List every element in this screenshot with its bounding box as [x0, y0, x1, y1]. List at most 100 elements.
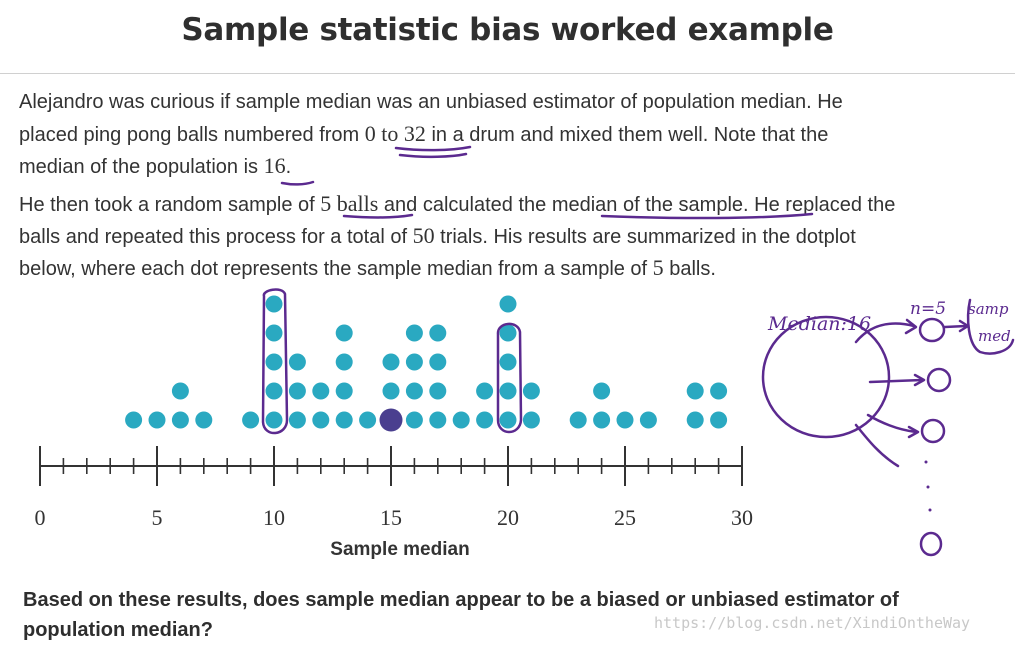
question-line-2: population median?	[23, 619, 213, 641]
hand-notes: Median:16 n=5 samp med	[761, 298, 1015, 557]
dot	[710, 382, 728, 400]
dot	[335, 324, 353, 342]
dot	[429, 411, 447, 429]
sample-size-value: 5	[652, 255, 664, 280]
arrow-4	[854, 423, 900, 468]
dot	[476, 411, 494, 429]
sample-circle-1	[918, 317, 946, 343]
median-of-sample-text: median of the sample	[551, 194, 744, 216]
sample-note: samp	[968, 300, 1009, 318]
dot	[382, 353, 400, 371]
population-median-value: 16	[263, 153, 286, 178]
arrow-head-samp	[958, 319, 970, 333]
dot	[429, 353, 447, 371]
dots	[125, 295, 728, 432]
text-span: and calculated the	[378, 194, 552, 216]
dot	[522, 411, 540, 429]
dot	[265, 324, 283, 342]
median-note-small: med	[978, 327, 1011, 345]
dot	[335, 411, 353, 429]
tick-label: 25	[614, 505, 636, 530]
dot	[499, 411, 517, 429]
dot	[265, 411, 283, 429]
text-span: trials. His results are summarized in th…	[434, 226, 856, 248]
dot	[312, 382, 330, 400]
trials-value: 50	[412, 223, 435, 248]
arrow-head-3	[907, 425, 920, 439]
dot	[405, 382, 423, 400]
dot	[452, 411, 470, 429]
dot	[335, 353, 353, 371]
arrow-2	[868, 378, 924, 384]
problem-line-2: placed ping pong balls numbered from 0 t…	[19, 118, 828, 151]
dot	[686, 382, 704, 400]
dot	[616, 411, 634, 429]
text-span: below, where each dot represents the sam…	[19, 258, 653, 280]
range-value: 0 to 32	[364, 121, 426, 146]
circle-around-20	[496, 322, 523, 434]
problem-line-1: Alejandro was curious if sample median w…	[19, 91, 843, 113]
highlighted-dot	[379, 408, 403, 432]
population-circle	[761, 315, 891, 439]
dot	[171, 411, 189, 429]
dot	[522, 382, 540, 400]
dot	[288, 353, 306, 371]
text-span: . He replaced the	[743, 194, 896, 216]
text-underlines	[280, 145, 814, 220]
problem-line-3: median of the population is 16.	[19, 150, 291, 183]
underline-5-balls	[342, 213, 414, 219]
sample-circle-3	[920, 418, 946, 444]
arrow-to-samp	[943, 324, 968, 329]
underline-range	[394, 145, 472, 152]
dot	[335, 382, 353, 400]
text-span: in a drum and mixed them well. Note that…	[425, 124, 829, 146]
dot	[593, 411, 611, 429]
paren-sample-median	[966, 298, 1015, 355]
tick-label: 20	[497, 505, 519, 530]
sample-circle-2	[926, 367, 952, 393]
text-span: balls.	[663, 258, 716, 280]
tick-label: 10	[263, 505, 285, 530]
title-divider	[0, 73, 1015, 74]
underline-16	[280, 180, 315, 186]
dot	[359, 411, 377, 429]
tick-label: 0	[35, 505, 46, 530]
dot	[405, 353, 423, 371]
dot	[429, 382, 447, 400]
ellipsis-dot	[926, 485, 930, 489]
ellipsis-dot	[928, 508, 932, 512]
dot	[499, 382, 517, 400]
ellipsis-dot	[924, 460, 928, 464]
underline-median-of-sample	[600, 212, 814, 220]
dot	[265, 353, 283, 371]
underline-range-2	[398, 152, 468, 159]
dot	[288, 411, 306, 429]
dot	[171, 382, 189, 400]
dot	[312, 411, 330, 429]
number-line	[39, 446, 743, 486]
n-note: n=5	[910, 299, 946, 319]
dot	[125, 411, 143, 429]
x-axis-title: Sample median	[330, 539, 469, 560]
arrow-head-2	[913, 373, 926, 387]
text-span: He then took a random sample of	[19, 194, 321, 216]
dot	[710, 411, 728, 429]
tick-label: 5	[152, 505, 163, 530]
dot	[405, 411, 423, 429]
dot	[148, 411, 166, 429]
question-line-1: Based on these results, does sample medi…	[23, 589, 899, 611]
text-span: .	[285, 156, 292, 178]
sample-size-value: 5 balls	[320, 191, 379, 216]
dot	[265, 382, 283, 400]
tick-labels: 0 5 10 15 20 25 30	[35, 505, 754, 530]
tick-label: 15	[380, 505, 402, 530]
dot	[499, 295, 517, 313]
arrow-1	[854, 322, 916, 344]
problem-line-6: below, where each dot represents the sam…	[19, 252, 716, 285]
arrow-head-1	[904, 318, 918, 335]
dot	[405, 324, 423, 342]
tick-label: 30	[731, 505, 753, 530]
dot	[265, 295, 283, 313]
dot	[569, 411, 587, 429]
